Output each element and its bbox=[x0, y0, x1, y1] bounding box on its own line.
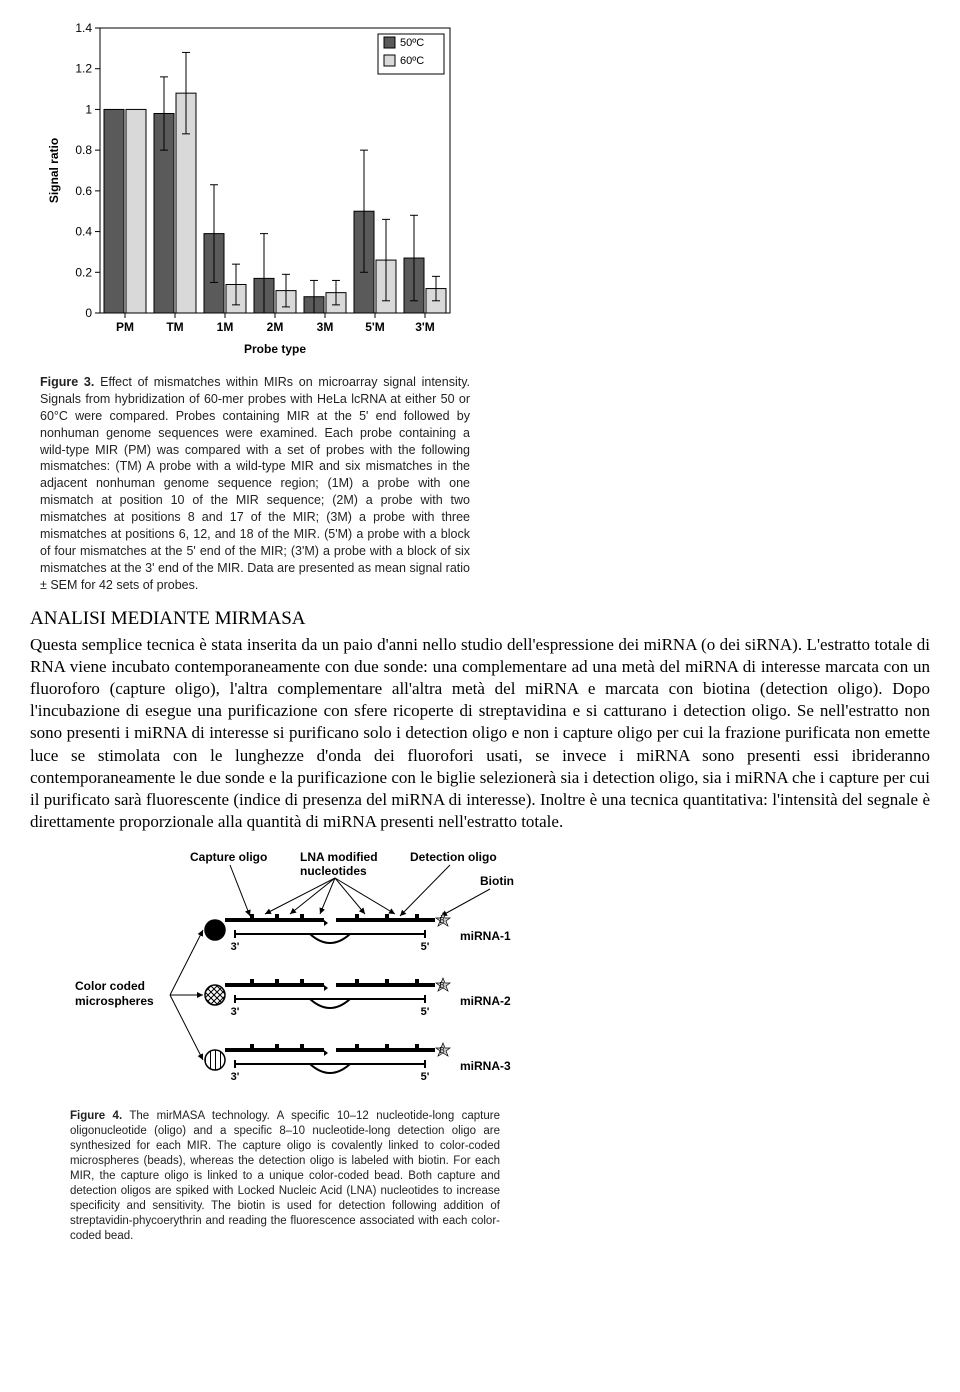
svg-text:0: 0 bbox=[85, 306, 92, 320]
svg-text:1.2: 1.2 bbox=[75, 62, 92, 76]
svg-text:2M: 2M bbox=[267, 320, 284, 334]
figure-3: 0 0.2 0.4 0.6 0.8 1 1.2 1.4 Signal ratio PM TM 1M 2M… bbox=[30, 18, 930, 593]
svg-text:miRNA-3: miRNA-3 bbox=[460, 1059, 511, 1073]
svg-text:50ºC: 50ºC bbox=[400, 37, 424, 49]
svg-text:0.8: 0.8 bbox=[75, 143, 92, 157]
figure-4-caption: Figure 4. The mirMASA technology. A spec… bbox=[70, 1109, 500, 1243]
svg-text:3': 3' bbox=[231, 1071, 240, 1083]
body-paragraph: Questa semplice tecnica è stata inserita… bbox=[30, 634, 930, 833]
svg-text:5': 5' bbox=[421, 1006, 430, 1018]
svg-text:Biotin: Biotin bbox=[480, 874, 514, 888]
svg-text:nucleotides: nucleotides bbox=[300, 864, 367, 878]
svg-text:Signal ratio: Signal ratio bbox=[47, 138, 61, 203]
figure-3-caption-text: Effect of mismatches within MIRs on micr… bbox=[40, 375, 470, 592]
figure-4-caption-label: Figure 4. bbox=[70, 1110, 122, 1122]
svg-text:microspheres: microspheres bbox=[75, 994, 154, 1008]
svg-text:TM: TM bbox=[166, 320, 183, 334]
svg-text:3': 3' bbox=[231, 941, 240, 953]
svg-text:miRNA-2: miRNA-2 bbox=[460, 994, 511, 1008]
svg-text:5'M: 5'M bbox=[365, 320, 385, 334]
section-heading: ANALISI MEDIANTE MIRMASA bbox=[30, 607, 930, 632]
figure-3-chart: 0 0.2 0.4 0.6 0.8 1 1.2 1.4 Signal ratio PM TM 1M 2M… bbox=[40, 18, 930, 368]
svg-text:Color coded: Color coded bbox=[75, 979, 145, 993]
svg-text:Detection oligo: Detection oligo bbox=[410, 850, 497, 864]
svg-text:B: B bbox=[439, 1046, 444, 1055]
svg-text:LNA modified: LNA modified bbox=[300, 850, 378, 864]
svg-text:0.4: 0.4 bbox=[75, 225, 92, 239]
mirmasa-diagram: Capture oligo LNA modifiednucleotides Dete… bbox=[70, 845, 540, 1095]
svg-text:B: B bbox=[439, 981, 444, 990]
figure-3-caption: Figure 3. Effect of mismatches within MI… bbox=[40, 374, 470, 593]
figure-4-diagram: Capture oligo LNA modifiednucleotides Dete… bbox=[70, 845, 930, 1101]
svg-text:0.2: 0.2 bbox=[75, 265, 92, 279]
figure-3-caption-label: Figure 3. bbox=[40, 375, 94, 389]
svg-text:60ºC: 60ºC bbox=[400, 55, 424, 67]
svg-text:1.4: 1.4 bbox=[75, 21, 92, 35]
svg-text:3M: 3M bbox=[317, 320, 334, 334]
svg-text:Probe type: Probe type bbox=[244, 342, 306, 356]
svg-text:0.6: 0.6 bbox=[75, 184, 92, 198]
svg-text:1M: 1M bbox=[217, 320, 234, 334]
svg-text:B: B bbox=[439, 916, 444, 925]
signal-ratio-barchart: 0 0.2 0.4 0.6 0.8 1 1.2 1.4 Signal ratio PM TM 1M 2M… bbox=[40, 18, 460, 368]
svg-text:Capture oligo: Capture oligo bbox=[190, 850, 267, 864]
svg-text:1: 1 bbox=[85, 102, 92, 116]
svg-text:miRNA-1: miRNA-1 bbox=[460, 929, 511, 943]
svg-text:3': 3' bbox=[231, 1006, 240, 1018]
svg-text:5': 5' bbox=[421, 1071, 430, 1083]
svg-text:PM: PM bbox=[116, 320, 134, 334]
svg-text:3'M: 3'M bbox=[415, 320, 435, 334]
svg-text:5': 5' bbox=[421, 941, 430, 953]
figure-4-caption-text: The mirMASA technology. A specific 10–12… bbox=[70, 1110, 500, 1242]
